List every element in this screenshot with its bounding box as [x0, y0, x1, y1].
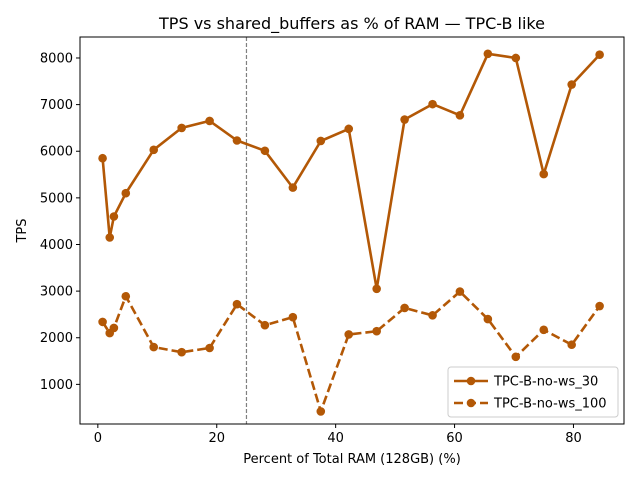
y-tick-label: 5000 — [40, 191, 73, 206]
x-tick-label: 40 — [327, 431, 344, 446]
data-point — [567, 80, 576, 89]
data-point — [98, 153, 107, 163]
x-axis: 0 20 40 60 80 — [94, 424, 582, 446]
data-point — [595, 301, 604, 311]
data-point — [177, 347, 186, 357]
x-axis-label: Percent of Total RAM (128GB) (%) — [243, 452, 461, 467]
data-point — [567, 340, 576, 350]
data-point — [121, 291, 131, 301]
data-point — [511, 53, 521, 63]
x-tick-label: 60 — [446, 431, 463, 446]
data-point — [372, 284, 381, 294]
y-axis: 1000 2000 3000 4000 5000 6000 7000 8000 — [40, 51, 80, 393]
legend-box — [447, 366, 619, 418]
data-point — [232, 136, 242, 145]
data-point — [483, 49, 493, 59]
data-point — [121, 188, 131, 198]
data-point — [455, 111, 465, 120]
y-tick-label: 1000 — [40, 378, 73, 393]
y-tick-label: 6000 — [40, 145, 73, 160]
data-point — [428, 311, 437, 320]
plot-area — [98, 37, 604, 424]
y-tick-label: 7000 — [40, 98, 73, 113]
data-point — [511, 352, 521, 362]
data-point — [149, 342, 159, 352]
data-point — [109, 212, 119, 221]
x-tick-label: 80 — [565, 431, 582, 446]
y-tick-label: 3000 — [40, 285, 73, 300]
series-line-1 — [101, 52, 601, 291]
data-point — [316, 136, 326, 146]
legend-marker-1 — [466, 376, 476, 386]
legend-label-1: TPC-B-no-ws_30 — [493, 375, 598, 390]
plot-frame — [79, 36, 625, 425]
data-point — [400, 115, 409, 124]
data-point — [98, 317, 107, 327]
data-point — [232, 299, 242, 309]
data-point — [260, 146, 270, 156]
y-tick-label: 8000 — [40, 51, 73, 66]
x-tick-label: 20 — [208, 431, 225, 446]
data-point — [105, 233, 115, 242]
data-point — [205, 116, 214, 126]
data-point — [260, 320, 270, 330]
data-point — [344, 330, 354, 339]
data-point — [539, 169, 549, 179]
data-point — [539, 325, 549, 335]
data-point — [344, 124, 354, 134]
data-point — [177, 123, 186, 133]
x-tick-label: 0 — [94, 431, 102, 446]
data-point — [288, 312, 298, 322]
data-point — [595, 50, 604, 60]
data-point — [428, 99, 437, 109]
data-point — [455, 287, 465, 296]
legend: TPC-B-no-ws_30 TPC-B-no-ws_100 — [447, 366, 619, 418]
data-point — [483, 314, 493, 324]
data-point — [400, 303, 409, 313]
y-axis-label: TPS — [15, 218, 30, 243]
data-point — [149, 145, 159, 155]
data-point — [109, 323, 119, 333]
data-point — [205, 343, 214, 353]
data-point — [316, 407, 326, 416]
data-point — [372, 326, 381, 336]
y-tick-label: 2000 — [40, 331, 73, 346]
data-point — [288, 183, 298, 192]
chart-title: TPS vs shared_buffers as % of RAM — TPC-… — [158, 14, 545, 34]
legend-marker-2 — [466, 398, 476, 408]
y-tick-label: 4000 — [40, 238, 73, 253]
legend-label-2: TPC-B-no-ws_100 — [493, 397, 607, 412]
